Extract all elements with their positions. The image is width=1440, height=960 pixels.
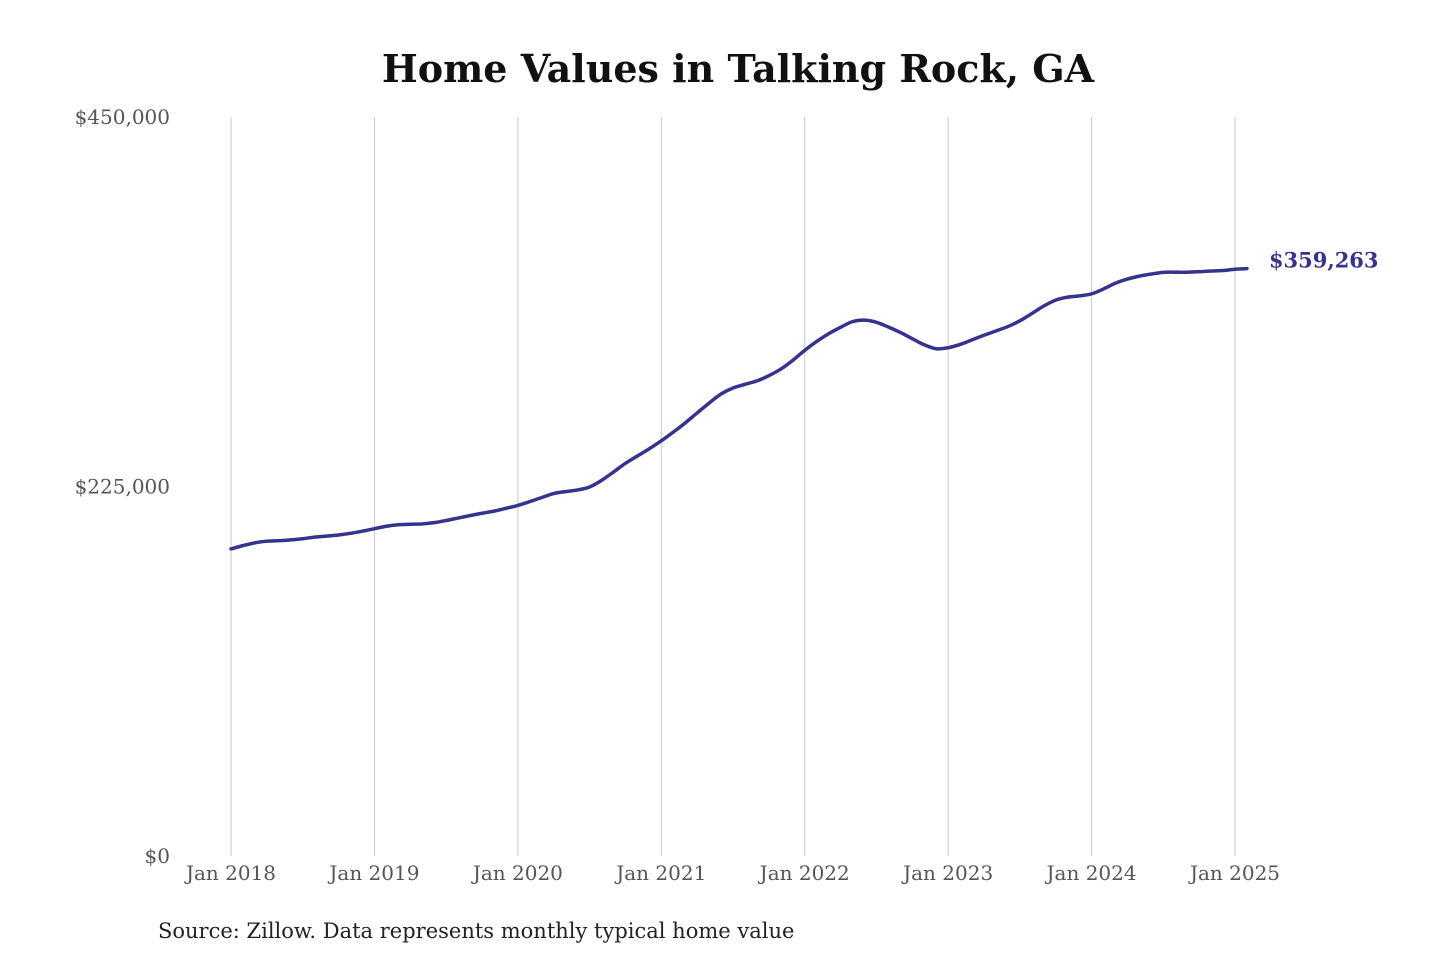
x-tick-label: Jan 2020 <box>471 861 563 885</box>
x-tick-label: Jan 2022 <box>758 861 850 885</box>
y-tick-label: $0 <box>145 844 170 868</box>
x-axis-tick-labels: Jan 2018 Jan 2019 Jan 2020 Jan 2021 Jan 2022… <box>184 861 1280 885</box>
home-value-line <box>229 266 1249 551</box>
x-tick-label: Jan 2018 <box>184 861 276 885</box>
chart-title: Home Values in Talking Rock, GA <box>382 46 1095 91</box>
x-tick-label: Jan 2025 <box>1188 861 1280 885</box>
y-axis-tick-labels: $0 $225,000 $450,000 <box>75 105 170 868</box>
gridlines <box>230 117 1236 856</box>
x-tick-label: Jan 2023 <box>901 861 993 885</box>
y-tick-label: $450,000 <box>75 105 170 129</box>
x-tick-label: Jan 2021 <box>614 861 706 885</box>
y-tick-label: $225,000 <box>75 475 170 499</box>
x-tick-label: Jan 2019 <box>327 861 419 885</box>
x-tick-label: Jan 2024 <box>1045 861 1137 885</box>
latest-value-label: $359,263 <box>1269 248 1379 273</box>
source-note: Source: Zillow. Data represents monthly … <box>158 919 794 943</box>
